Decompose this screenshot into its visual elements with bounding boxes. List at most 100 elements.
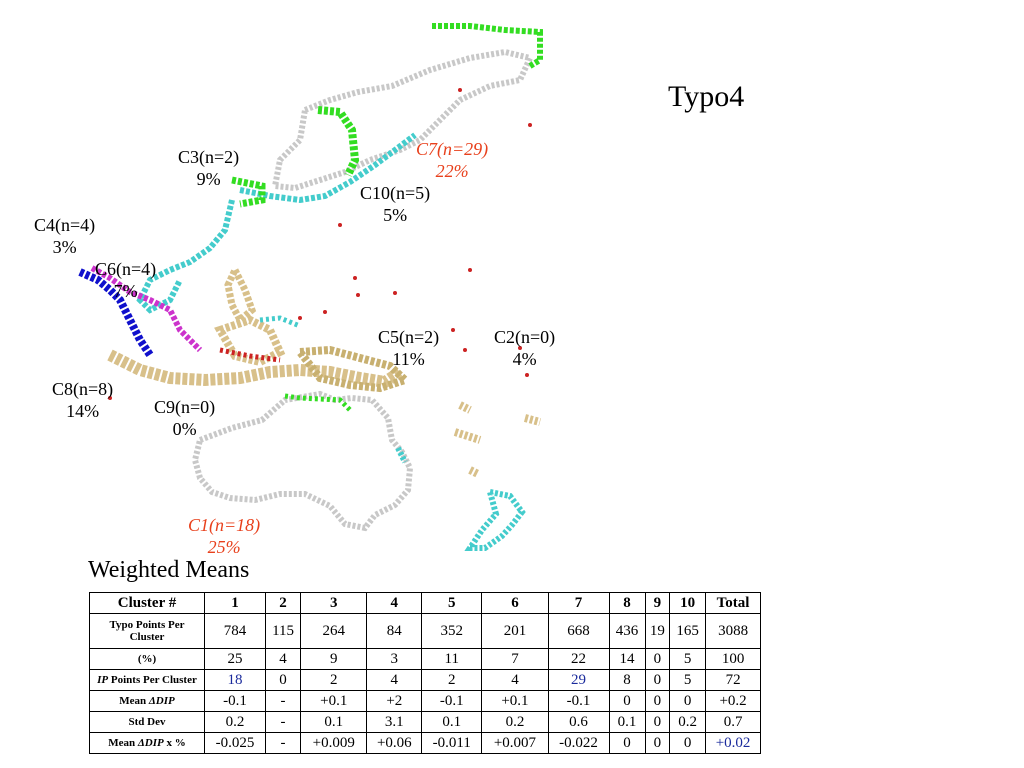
- table-cell: 436: [608, 613, 646, 649]
- table-cell: 784: [204, 613, 266, 649]
- row-label: (%): [89, 648, 205, 670]
- table-cell: 72: [705, 669, 761, 691]
- header-cell: 5: [421, 592, 483, 614]
- table-cell: 11: [421, 648, 483, 670]
- label-c2: C2(n=0) 4%: [494, 327, 556, 369]
- table-cell: 115: [264, 613, 302, 649]
- cluster-map: [78, 23, 543, 551]
- table-cell: 0: [644, 690, 671, 712]
- table-cell: 3088: [705, 613, 761, 649]
- table-row-mean-pct: Mean ΔDIP x % -0.025 - +0.009 +0.06 -0.0…: [89, 732, 761, 754]
- table-cell: -0.1: [204, 690, 266, 712]
- table-cell: -0.1: [421, 690, 483, 712]
- new-guinea-mixed: [292, 345, 413, 393]
- table-cell: 4: [264, 648, 302, 670]
- table-cell: 0.1: [421, 711, 483, 733]
- table-cell: 8: [608, 669, 646, 691]
- header-cell: 1: [204, 592, 266, 614]
- table-cell: -0.025: [204, 732, 266, 754]
- header-cell: Cluster #: [89, 592, 205, 614]
- label-c3: C3(n=2) 9%: [178, 147, 240, 189]
- table-cell: +0.02: [705, 732, 761, 754]
- row-label: IP Points Per Cluster: [89, 669, 205, 691]
- philippines-tan: [224, 261, 257, 326]
- label-c5: C5(n=2) 11%: [378, 327, 440, 369]
- table-cell: 0.2: [669, 711, 707, 733]
- table-cell: 4: [366, 669, 423, 691]
- header-cell: 8: [608, 592, 646, 614]
- table-cell: 25: [204, 648, 266, 670]
- table-cell: 29: [547, 669, 610, 691]
- table-cell: 14: [608, 648, 646, 670]
- header-cell: 6: [481, 592, 549, 614]
- australia-outline: [191, 390, 414, 532]
- table-cell: 22: [547, 648, 610, 670]
- table-header-row: Cluster # 1 2 3 4 5 6 7 8 9 10 Total: [89, 592, 761, 614]
- table-cell: +0.06: [366, 732, 423, 754]
- table-cell: 0.2: [204, 711, 266, 733]
- header-cell: 10: [669, 592, 707, 614]
- table-row-std-dev: Std Dev 0.2 - 0.1 3.1 0.1 0.2 0.6 0.1 0 …: [89, 711, 761, 733]
- header-cell: 7: [547, 592, 610, 614]
- header-cell: 2: [264, 592, 302, 614]
- table-cell: 0: [608, 690, 646, 712]
- green-patch-c3: [231, 176, 266, 208]
- table-row-mean: Mean ΔDIP -0.1 - +0.1 +2 -0.1 +0.1 -0.1 …: [89, 690, 761, 712]
- table-row-typo-points: Typo Points Per Cluster 784 115 264 84 35…: [89, 613, 761, 649]
- peninsula-blue: [78, 268, 154, 358]
- table-cell: +0.1: [300, 690, 368, 712]
- table-cell: +2: [366, 690, 423, 712]
- table-cell: +0.009: [300, 732, 368, 754]
- table-cell: 0: [669, 732, 707, 754]
- header-cell: 4: [366, 592, 423, 614]
- table-cell: 3.1: [366, 711, 423, 733]
- label-c8: C8(n=8) 14%: [52, 379, 114, 421]
- table-cell: 0.6: [547, 711, 610, 733]
- table-cell: 2: [300, 669, 368, 691]
- table-cell: +0.2: [705, 690, 761, 712]
- table-cell: 2: [421, 669, 483, 691]
- table-cell: 0: [608, 732, 646, 754]
- china-coast-cyan: [239, 132, 417, 204]
- japan-green: [317, 106, 360, 177]
- table-cell: 0: [644, 648, 671, 670]
- table-cell: -: [264, 732, 302, 754]
- label-c9: C9(n=0) 0%: [154, 397, 216, 439]
- table-row-ip-points: IP Points Per Cluster 18 0 2 4 2 4 29 8 …: [89, 669, 761, 691]
- table-cell: 84: [366, 613, 423, 649]
- row-label: Mean ΔDIP: [89, 690, 205, 712]
- table-cell: 9: [300, 648, 368, 670]
- table-cell: 0: [644, 711, 671, 733]
- table-cell: 7: [481, 648, 549, 670]
- label-c7: C7(n=29) 22%: [416, 139, 489, 181]
- header-cell: 9: [644, 592, 671, 614]
- label-c6: C6(n=4) 7%: [95, 259, 157, 301]
- table-cell: 0: [264, 669, 302, 691]
- table-cell: -0.1: [547, 690, 610, 712]
- table-cell: +0.007: [481, 732, 549, 754]
- table-cell: 5: [669, 669, 707, 691]
- weighted-means-table: Cluster # 1 2 3 4 5 6 7 8 9 10 Total Typ…: [89, 592, 761, 754]
- northern-arc-outline: [271, 48, 535, 192]
- table-cell: 19: [644, 613, 671, 649]
- table-cell: 0.1: [608, 711, 646, 733]
- table-cell: 0: [669, 690, 707, 712]
- table-row-percent: (%) 25 4 9 3 11 7 22 14 0 5 100: [89, 648, 761, 670]
- table-cell: 18: [204, 669, 266, 691]
- pacific-islands: [453, 401, 542, 478]
- table-cell: 264: [300, 613, 368, 649]
- islands-green-patch: [284, 393, 352, 412]
- table-cell: -0.011: [421, 732, 483, 754]
- label-c4: C4(n=4) 3%: [34, 215, 96, 257]
- table-cell: 0.2: [481, 711, 549, 733]
- table-cell: 0.1: [300, 711, 368, 733]
- row-label: Std Dev: [89, 711, 205, 733]
- indonesia-tan: [107, 349, 404, 389]
- table-cell: -: [264, 711, 302, 733]
- table-cell: 165: [669, 613, 707, 649]
- north-coast-green: [432, 23, 543, 69]
- table-cell: -: [264, 690, 302, 712]
- row-label: Mean ΔDIP x %: [89, 732, 205, 754]
- east-australia-cyan: [395, 446, 408, 464]
- table-cell: 668: [547, 613, 610, 649]
